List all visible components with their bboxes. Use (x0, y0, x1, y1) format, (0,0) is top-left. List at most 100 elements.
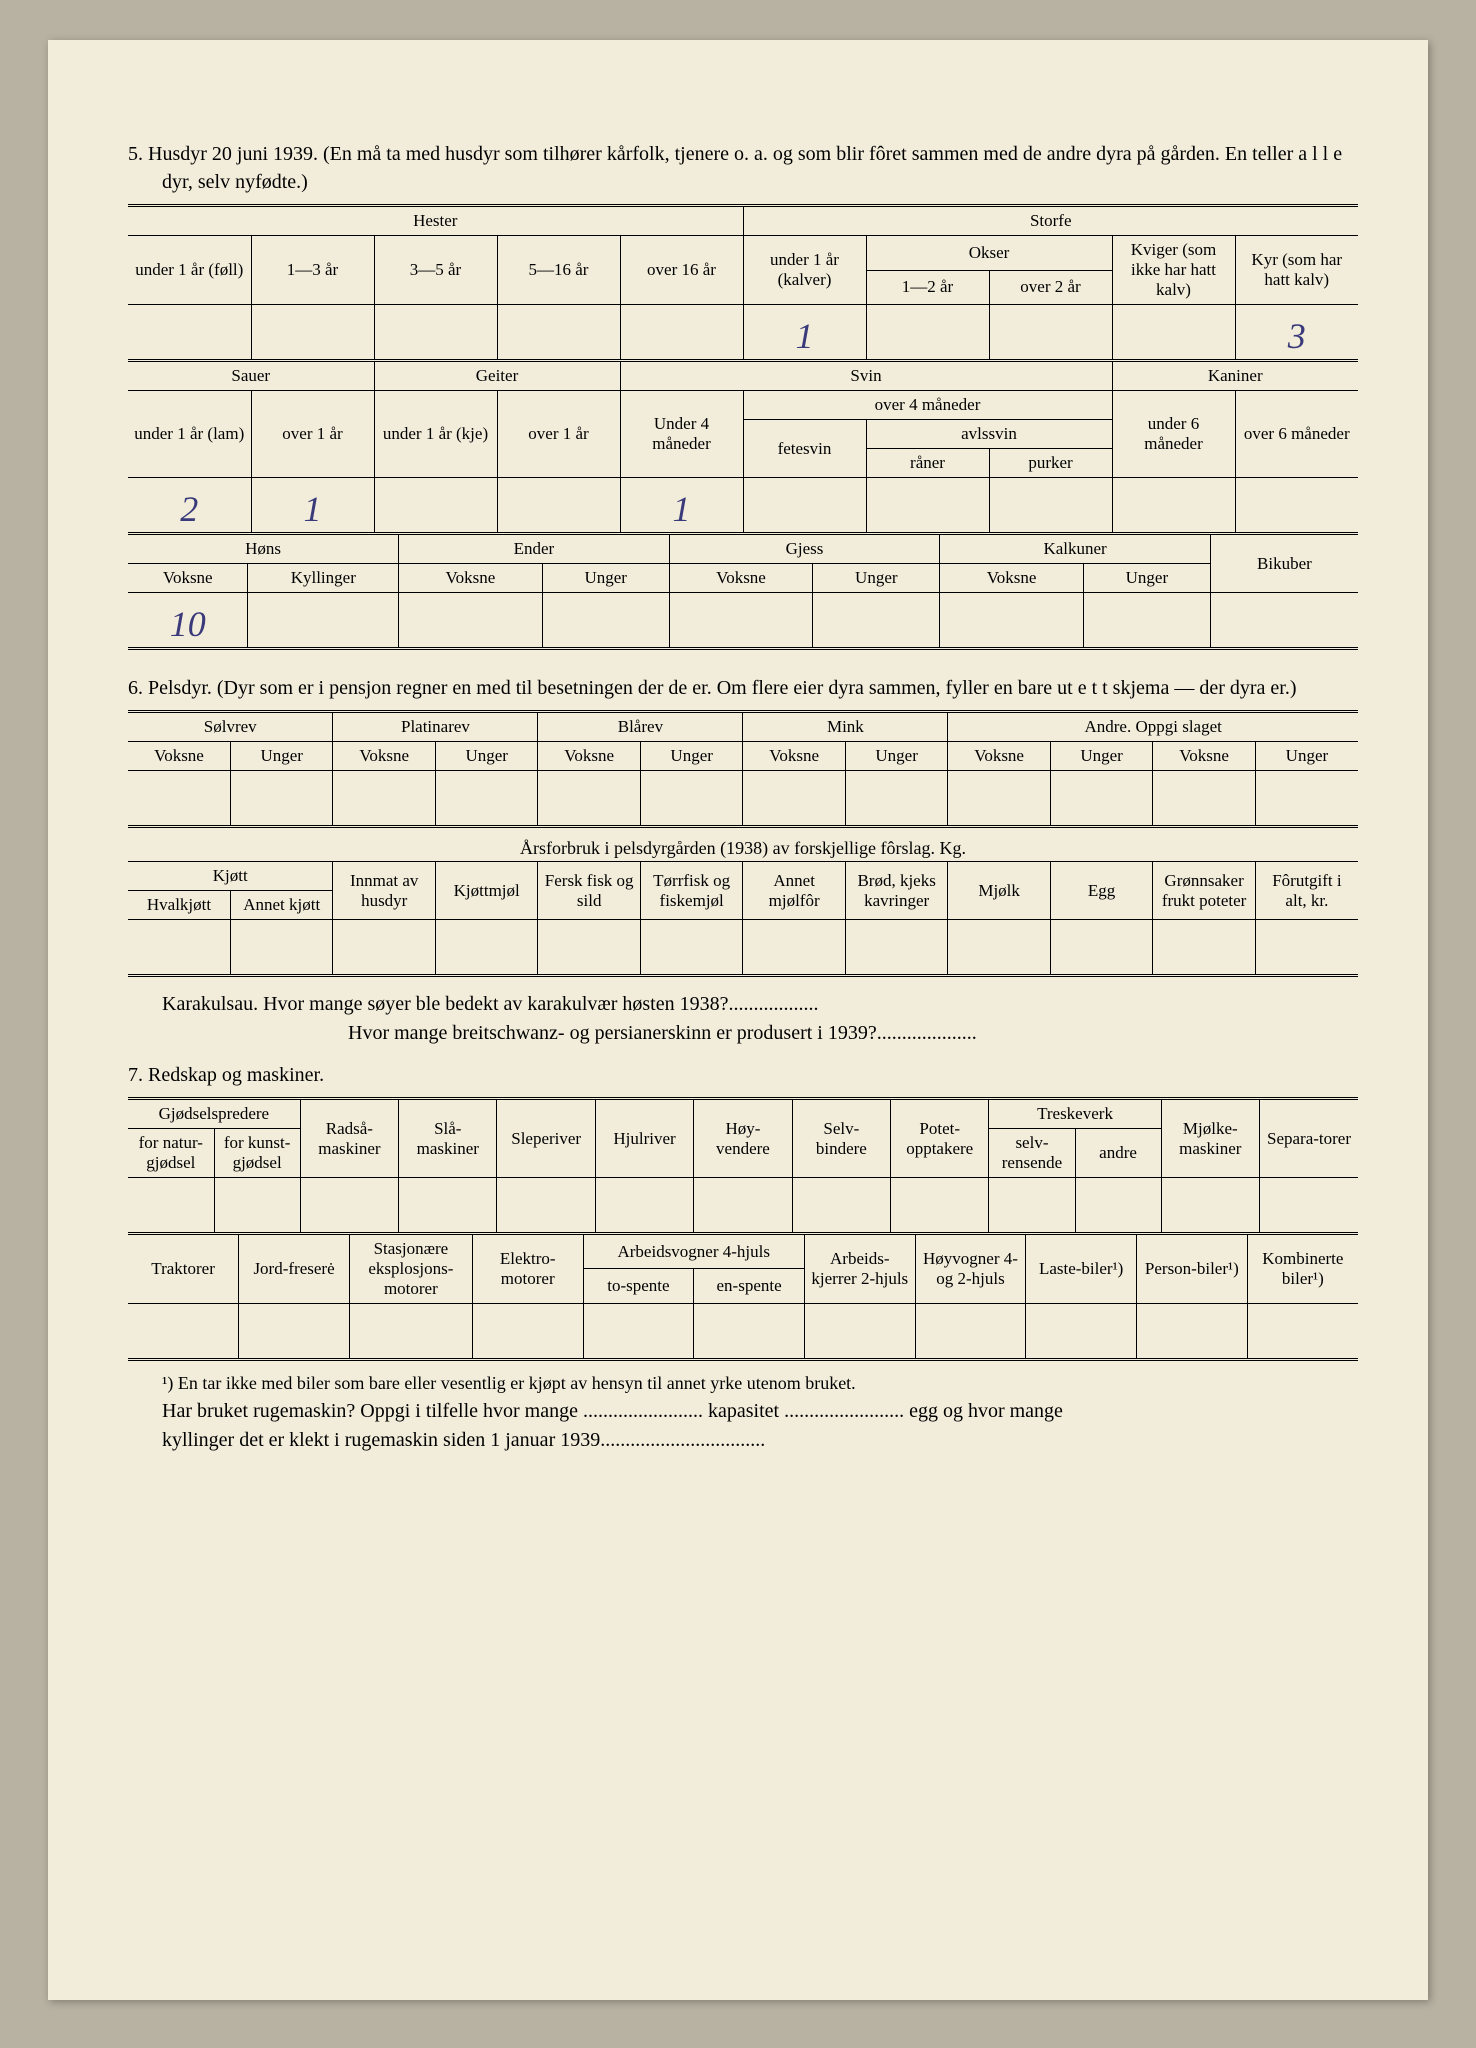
cell[interactable] (948, 771, 1050, 827)
cell[interactable] (538, 920, 640, 976)
cell[interactable] (497, 1178, 595, 1234)
hdr-hjulriver: Hjulriver (595, 1099, 693, 1178)
cell[interactable] (349, 1304, 472, 1360)
cell[interactable] (497, 305, 620, 361)
cell[interactable] (128, 920, 230, 976)
cell[interactable] (866, 305, 989, 361)
cell[interactable] (640, 771, 742, 827)
cell[interactable] (128, 771, 230, 827)
hdr-voksne: Voksne (669, 564, 813, 593)
cell[interactable] (948, 920, 1050, 976)
hdr-mink: Mink (743, 712, 948, 742)
cell[interactable] (333, 771, 435, 827)
cell[interactable] (1153, 920, 1255, 976)
hdr-storfe: Storfe (743, 206, 1358, 236)
cell[interactable] (230, 771, 332, 827)
cell[interactable] (845, 771, 947, 827)
cell[interactable] (989, 1178, 1075, 1234)
cell[interactable] (813, 593, 940, 649)
cell[interactable] (989, 305, 1112, 361)
cell[interactable] (669, 593, 813, 649)
cell[interactable] (620, 305, 743, 361)
cell[interactable] (1112, 478, 1235, 534)
cell[interactable] (792, 1178, 890, 1234)
cell[interactable] (374, 305, 497, 361)
hdr-ka-u6: under 6 måneder (1112, 391, 1235, 478)
cell[interactable] (497, 478, 620, 534)
cell[interactable] (694, 1304, 805, 1360)
cell[interactable] (300, 1178, 398, 1234)
cell[interactable] (1235, 478, 1358, 534)
cell[interactable] (804, 1304, 915, 1360)
hdr-raner: råner (866, 449, 989, 478)
cell[interactable] (542, 593, 669, 649)
cell[interactable] (374, 478, 497, 534)
cell[interactable] (1255, 771, 1358, 827)
cell[interactable] (333, 920, 435, 976)
cell[interactable] (743, 478, 866, 534)
cell[interactable] (128, 1304, 239, 1360)
cell[interactable] (1210, 593, 1358, 649)
cell[interactable] (1153, 771, 1255, 827)
hdr-forutgift: Fôrutgift i alt, kr. (1255, 862, 1358, 920)
cell[interactable] (1247, 1304, 1358, 1360)
cell[interactable] (248, 593, 399, 649)
cell[interactable] (214, 1178, 300, 1234)
cell[interactable] (1260, 1178, 1359, 1234)
cell[interactable] (989, 478, 1112, 534)
cell[interactable] (1161, 1178, 1259, 1234)
cell[interactable] (435, 920, 537, 976)
val-sa-o1[interactable]: 1 (251, 478, 374, 534)
cell[interactable] (743, 920, 845, 976)
cell[interactable] (743, 771, 845, 827)
cell[interactable] (915, 1304, 1026, 1360)
cell[interactable] (1083, 593, 1210, 649)
cell[interactable] (239, 1304, 350, 1360)
cell[interactable] (399, 593, 543, 649)
cell[interactable] (1050, 920, 1152, 976)
cell[interactable] (435, 771, 537, 827)
cell[interactable] (1075, 1178, 1161, 1234)
val-sv-u4[interactable]: 1 (620, 478, 743, 534)
hdr-kjottmjol: Kjøttmjøl (435, 862, 537, 920)
val-sa-u1[interactable]: 2 (128, 478, 251, 534)
hdr-mjolk: Mjølk (948, 862, 1050, 920)
cell[interactable] (1137, 1304, 1248, 1360)
hdr-gjess: Gjess (669, 535, 940, 564)
val-hons-v[interactable]: 10 (128, 593, 248, 649)
hdr-hester: Hester (128, 206, 743, 236)
cell[interactable] (128, 305, 251, 361)
cell[interactable] (251, 305, 374, 361)
val-kalver[interactable]: 1 (743, 305, 866, 361)
hdr-kyllinger: Kyllinger (248, 564, 399, 593)
cell[interactable] (128, 1178, 214, 1234)
cell[interactable] (640, 920, 742, 976)
hdr-annetkjott: Annet kjøtt (230, 891, 332, 920)
cell[interactable] (1026, 1304, 1137, 1360)
hdr-solvrev: Sølvrev (128, 712, 333, 742)
hdr-selvr: selv-rensende (989, 1129, 1075, 1178)
cell[interactable] (538, 771, 640, 827)
cell[interactable] (1050, 771, 1152, 827)
hdr-voksne: Voksne (333, 742, 435, 771)
cell[interactable] (694, 1178, 792, 1234)
cell[interactable] (230, 920, 332, 976)
cell[interactable] (399, 1178, 497, 1234)
cell[interactable] (845, 920, 947, 976)
cell[interactable] (595, 1178, 693, 1234)
val-kyr[interactable]: 3 (1235, 305, 1358, 361)
hdr-unger: Unger (230, 742, 332, 771)
hdr-voksne: Voksne (128, 564, 248, 593)
hdr-o12: 1—2 år (866, 270, 989, 305)
cell[interactable] (472, 1304, 583, 1360)
cell[interactable] (940, 593, 1084, 649)
hdr-okser: Okser (866, 236, 1112, 271)
cell[interactable] (1112, 305, 1235, 361)
cell[interactable] (1255, 920, 1358, 976)
table-sauer-svin: Sauer Geiter Svin Kaniner under 1 år (la… (128, 362, 1358, 535)
cell[interactable] (891, 1178, 989, 1234)
cell[interactable] (866, 478, 989, 534)
hdr-sv-o4: over 4 måneder (743, 391, 1112, 420)
hdr-h-516: 5—16 år (497, 236, 620, 305)
cell[interactable] (583, 1304, 694, 1360)
